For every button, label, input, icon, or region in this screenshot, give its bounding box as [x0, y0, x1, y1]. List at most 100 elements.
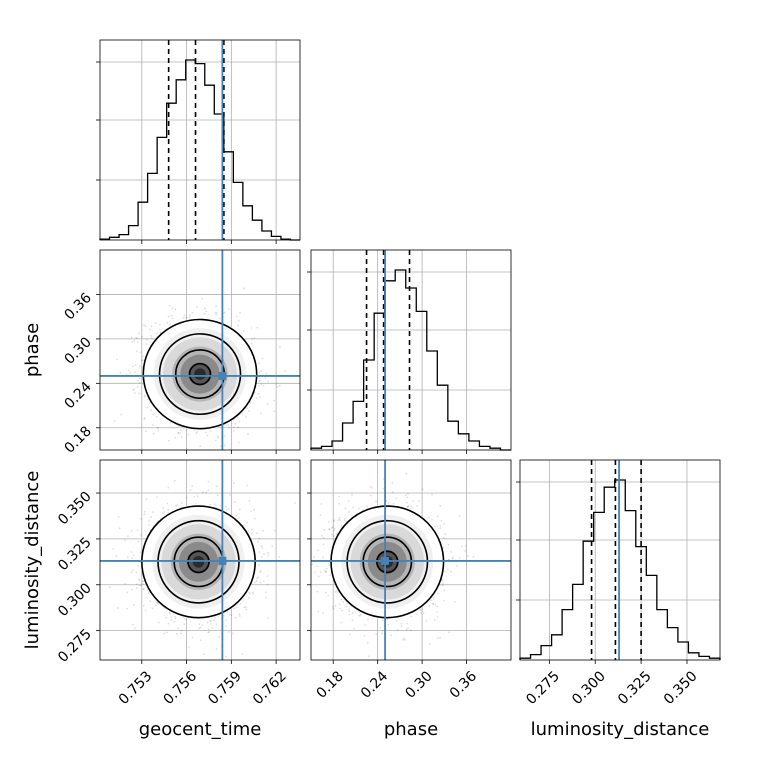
sample-point	[126, 607, 129, 610]
sample-point	[219, 504, 222, 507]
sample-point	[247, 433, 249, 435]
sample-point	[216, 435, 219, 438]
sample-point	[271, 545, 274, 547]
sample-point	[144, 394, 146, 397]
sample-point	[316, 590, 319, 593]
sample-point	[333, 527, 336, 530]
sample-point	[208, 620, 211, 622]
sample-point	[130, 571, 133, 574]
sample-point	[241, 653, 244, 656]
sample-point	[131, 340, 134, 343]
sample-point	[243, 287, 245, 290]
sample-point	[352, 506, 355, 509]
sample-point	[227, 424, 230, 426]
sample-point	[134, 364, 137, 367]
sample-point	[266, 617, 269, 620]
sample-point	[369, 485, 372, 488]
sample-point	[155, 496, 158, 499]
sample-point	[431, 603, 434, 605]
sample-point	[131, 557, 134, 560]
sample-point	[245, 608, 248, 611]
sample-point	[241, 413, 244, 415]
sample-point	[202, 491, 204, 494]
sample-point	[187, 646, 190, 648]
sample-point	[339, 519, 341, 521]
sample-point	[472, 555, 475, 558]
sample-point	[217, 437, 220, 439]
sample-point	[220, 445, 222, 448]
sample-point	[352, 627, 355, 630]
sample-point	[207, 480, 210, 483]
sample-point	[223, 451, 225, 453]
sample-point	[348, 608, 350, 611]
sample-point	[246, 407, 249, 410]
sample-point	[442, 536, 445, 539]
sample-point	[309, 577, 311, 579]
sample-point	[260, 545, 263, 547]
sample-point	[351, 619, 354, 622]
sample-point	[138, 332, 141, 335]
sample-point	[441, 579, 444, 582]
sample-point	[258, 537, 261, 540]
sample-point	[342, 600, 345, 603]
sample-point	[199, 626, 202, 629]
sample-point	[247, 410, 250, 412]
sample-point	[169, 421, 172, 424]
sample-point	[117, 516, 120, 518]
sample-point	[140, 584, 143, 587]
sample-point	[198, 627, 200, 630]
sample-point	[351, 612, 354, 614]
sample-point	[156, 602, 159, 604]
panel-frame	[519, 459, 721, 661]
sample-point	[332, 535, 335, 538]
sample-point	[205, 431, 207, 434]
sample-point	[259, 581, 262, 584]
sample-point	[224, 505, 227, 508]
sample-point	[420, 612, 423, 614]
sample-point	[439, 527, 442, 530]
sample-point	[236, 324, 239, 327]
sample-point	[322, 611, 324, 614]
sample-point	[134, 371, 136, 374]
sample-point	[228, 630, 230, 633]
sample-point	[228, 613, 231, 616]
sample-point	[118, 527, 121, 530]
sample-point	[345, 605, 347, 608]
sample-point	[349, 633, 351, 636]
sample-point	[265, 372, 268, 375]
sample-point	[143, 510, 146, 513]
sample-point	[249, 592, 252, 595]
sample-point	[177, 432, 180, 434]
contour-3	[187, 550, 210, 574]
sample-point	[392, 503, 395, 505]
sample-point	[170, 314, 173, 317]
sample-point	[138, 365, 141, 368]
sample-point	[237, 319, 240, 322]
sample-point	[158, 479, 160, 481]
hist-panel-luminosity_distance	[516, 459, 721, 664]
sample-point	[156, 426, 159, 429]
sample-point	[168, 439, 170, 442]
sample-point	[152, 423, 154, 426]
sample-point	[451, 557, 454, 560]
sample-point	[433, 619, 436, 622]
sample-point	[234, 616, 237, 619]
sample-point	[175, 632, 178, 635]
sample-point	[405, 629, 408, 631]
sample-point	[370, 494, 372, 497]
sample-point	[466, 555, 469, 558]
sample-point	[148, 519, 150, 522]
sample-point	[316, 565, 318, 568]
sample-point	[180, 629, 183, 632]
sample-point	[189, 314, 191, 317]
sample-point	[133, 388, 135, 391]
sample-point	[229, 493, 231, 496]
sample-point	[266, 583, 269, 586]
sample-point	[436, 637, 439, 639]
sample-point	[260, 555, 263, 558]
sample-point	[347, 500, 350, 503]
sample-point	[382, 487, 385, 490]
sample-point	[120, 413, 123, 416]
sample-point	[163, 511, 166, 514]
sample-point	[129, 371, 131, 374]
